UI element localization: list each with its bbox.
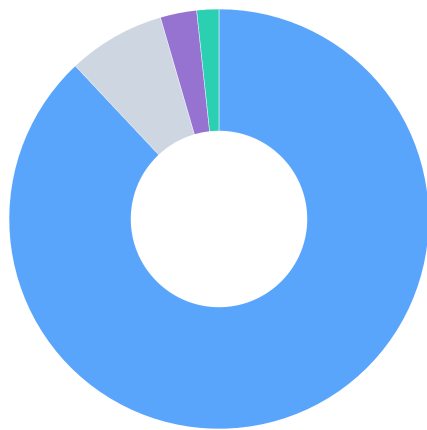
donut-slice <box>8 8 427 430</box>
donut-slice <box>196 8 220 132</box>
